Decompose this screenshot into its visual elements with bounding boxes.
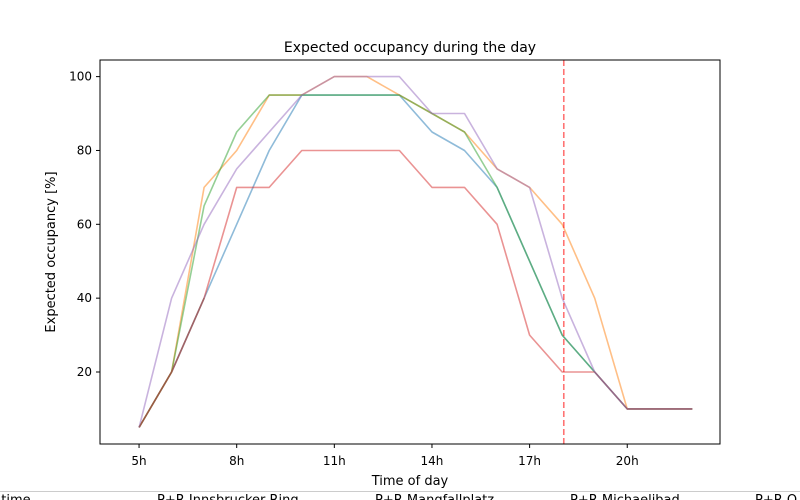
chart-title: Expected occupancy during the day	[284, 40, 536, 56]
y-axis-ticks: 20 40 60 80 100	[69, 70, 100, 379]
x-tick-label: 5h	[131, 454, 146, 468]
legend-entry: P+R Innsbrucker Ring	[157, 493, 299, 500]
series-line-5	[138, 75, 693, 428]
x-axis-label: Time of day	[371, 474, 449, 489]
series-line-4	[138, 149, 693, 428]
legend-entry: t time	[0, 493, 31, 500]
series-line-1	[138, 94, 693, 428]
series-layer	[138, 75, 693, 428]
legend-entry: P+R O	[755, 493, 797, 500]
series-line-6	[138, 297, 205, 428]
x-tick-label: 14h	[421, 454, 444, 468]
x-axis-ticks: 5h 8h 11h 14h 17h 20h	[131, 444, 639, 468]
series-line-2	[138, 75, 693, 428]
legend-entry: P+R Mangfallplatz	[375, 493, 494, 500]
x-tick-label: 11h	[323, 454, 346, 468]
y-tick-label: 80	[77, 143, 92, 157]
y-tick-label: 100	[69, 70, 92, 84]
legend-entry: P+R Michaelibad	[570, 493, 680, 500]
y-axis-label: Expected occupancy [%]	[44, 171, 59, 332]
y-tick-label: 20	[77, 365, 92, 379]
legend: t time P+R Innsbrucker Ring P+R Mangfallpl…	[0, 493, 797, 500]
series-line-3	[138, 94, 693, 428]
x-tick-label: 17h	[518, 454, 541, 468]
x-tick-label: 20h	[616, 454, 639, 468]
y-tick-label: 60	[77, 217, 92, 231]
plot-frame	[99, 59, 721, 445]
y-tick-label: 40	[77, 291, 92, 305]
x-tick-label: 8h	[229, 454, 244, 468]
